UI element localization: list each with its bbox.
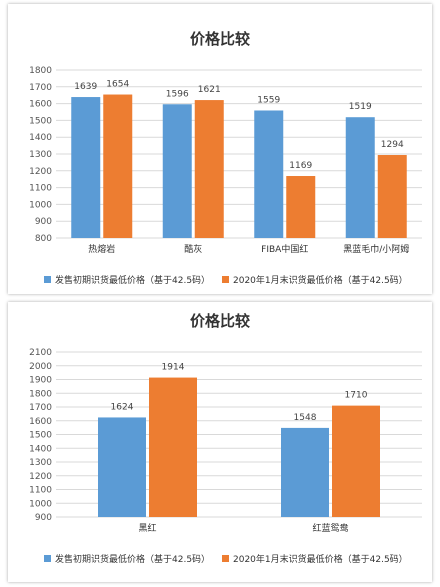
y-tick-label: 1500: [29, 431, 52, 441]
data-label: 1624: [111, 402, 134, 412]
bar-红蓝鸳鸯-series1: [281, 427, 329, 517]
data-label: 1654: [106, 80, 129, 90]
chart-1: 价格比较 800 900 1000 1100 1200 1300 1400 1500 1600 17…: [29, 30, 422, 286]
bar-酷灰-series2: [194, 100, 224, 239]
y-tick-label: 1300: [29, 458, 52, 468]
bar-黑红-series2: [149, 377, 197, 517]
y-tick-label: 1700: [29, 403, 52, 413]
y-tick-label: 1000: [29, 200, 52, 210]
y-tick-label: 1100: [29, 486, 52, 496]
chart-title: 价格比较: [190, 312, 250, 330]
legend-label-series1: 发售初期识货最低价格（基于42.5码）: [55, 274, 210, 286]
y-tick-label: 2100: [29, 348, 52, 358]
chart-2: 价格比较 900 1000 1100 1200 1300 1400 1500 1600 1700 1…: [29, 312, 422, 565]
y-tick-label: 2000: [29, 362, 52, 372]
legend-swatch-series1: [44, 555, 51, 562]
y-tick-label: 1200: [29, 167, 52, 177]
bar-黑蓝毛巾/小阿姆-series1: [345, 117, 375, 238]
bar-FIBA中国红-series2: [286, 176, 316, 238]
bar-热熔岩-series2: [103, 94, 133, 238]
y-tick-label: 1500: [29, 116, 52, 126]
chart-panel-1: 价格比较 800 900 1000 1100 1200 1300 1400 1500 1600 17…: [8, 4, 432, 294]
data-label: 1548: [294, 413, 317, 423]
y-tick-label: 900: [35, 513, 52, 523]
data-label: 1914: [162, 363, 185, 373]
bar-黑蓝毛巾/小阿姆-series2: [377, 155, 407, 238]
y-tick-label: 1900: [29, 376, 52, 386]
y-tick-label: 1400: [29, 444, 52, 454]
category-label: 酷灰: [184, 243, 202, 255]
y-tick-label: 1800: [29, 389, 52, 399]
category-label: 黑蓝毛巾/小阿姆: [343, 243, 409, 255]
category-label: 热熔岩: [88, 243, 115, 255]
y-tick-label: 800: [35, 234, 52, 244]
legend-swatch-series2: [222, 276, 229, 283]
y-tick-label: 900: [35, 217, 52, 227]
data-label: 1621: [198, 85, 221, 95]
legend-label-series2: 2020年1月末识货最低价格（基于42.5码）: [233, 274, 408, 286]
bar-热熔岩-series1: [71, 97, 101, 238]
y-tick-label: 1300: [29, 150, 52, 160]
bar-酷灰-series1: [162, 104, 192, 238]
y-tick-label: 1100: [29, 184, 52, 194]
data-label: 1710: [345, 391, 368, 401]
y-tick-label: 1700: [29, 83, 52, 93]
data-label: 1559: [257, 95, 280, 105]
data-label: 1519: [349, 102, 372, 112]
chart-title: 价格比较: [190, 30, 250, 48]
data-label: 1639: [74, 82, 97, 92]
y-tick-label: 1200: [29, 472, 52, 482]
data-label: 1294: [381, 140, 404, 150]
y-tick-label: 1600: [29, 417, 52, 427]
y-tick-label: 1800: [29, 66, 52, 76]
data-label: 1169: [289, 161, 312, 171]
chart-panel-2: 价格比较 900 1000 1100 1200 1300 1400 1500 1600 1700 1…: [8, 302, 432, 582]
y-tick-label: 1000: [29, 499, 52, 509]
category-label: FIBA中国红: [261, 243, 308, 255]
legend-label-series1: 发售初期识货最低价格（基于42.5码）: [55, 553, 210, 565]
bar-黑红-series1: [98, 417, 146, 517]
y-tick-label: 1600: [29, 100, 52, 110]
legend-swatch-series1: [44, 276, 51, 283]
legend-swatch-series2: [222, 555, 229, 562]
category-label: 红蓝鸳鸯: [312, 522, 348, 534]
y-tick-label: 1400: [29, 133, 52, 143]
bar-红蓝鸳鸯-series2: [332, 405, 380, 517]
legend-label-series2: 2020年1月末识货最低价格（基于42.5码）: [233, 553, 408, 565]
bar-FIBA中国红-series1: [254, 110, 284, 238]
data-label: 1596: [166, 89, 189, 99]
category-label: 黑红: [138, 522, 156, 534]
